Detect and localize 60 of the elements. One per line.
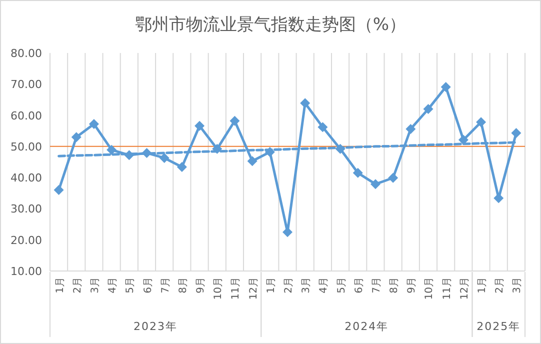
point [71,132,82,142]
text: 2025年 [476,320,521,333]
x-tick-label: 5月 [336,277,348,294]
point [194,120,205,131]
x-tick-label: 3月 [90,277,101,294]
x-tick-label: 6月 [354,277,365,294]
y-tick-label: 60.00 [10,109,42,122]
text: 2024年 [344,320,389,333]
x-tick-label: 7月 [160,277,172,294]
x-tick-label: 8月 [178,277,189,294]
point [247,156,258,166]
x-tick-label: 11月 [230,277,242,300]
x-tick-label: 11月 [442,277,453,300]
x-tick-label: 5月 [125,277,136,294]
x-tick-label: 12月 [459,277,470,300]
y-tick-label: 70.00 [10,78,42,92]
point [176,162,187,172]
point [440,82,451,92]
point [476,117,486,128]
point [54,185,64,196]
point [352,168,363,178]
point [318,122,328,132]
point [511,128,522,138]
y-tick-label: 50.00 [10,140,42,154]
x-tick-label: 4月 [318,277,330,294]
x-tick-label: 10月 [213,277,224,300]
x-tick-label: 4月 [108,277,119,294]
point [230,116,240,126]
x-tick-label: 3月 [301,277,312,294]
y-tick-label: 30.00 [10,202,42,216]
point [370,179,380,190]
y-tick-label: 80.00 [10,47,42,60]
point [388,172,398,183]
point [423,104,434,114]
x-tick-label: 10月 [424,277,436,300]
x-tick-label: 8月 [389,277,400,294]
point [458,134,468,145]
x-tick-label: 6月 [142,277,154,294]
x-tick-label: 1月 [477,277,488,294]
x-tick-label: 9月 [196,277,207,294]
x-tick-label: 2月 [72,277,84,294]
x-tick-label: 1月 [54,277,66,294]
y-tick-label: 20.00 [10,234,42,247]
point [300,98,310,108]
x-tick-label: 2月 [494,277,506,294]
x-tick-label: 12月 [248,277,260,300]
point [406,124,416,134]
point [88,119,99,130]
point [282,227,292,238]
point [106,144,117,155]
x-tick-label: 9月 [406,277,418,294]
y-tick-label: 40.00 [10,172,42,185]
point [159,152,170,163]
x-tick-label: 2月 [284,277,294,294]
x-tick-label: 7月 [371,277,382,294]
x-tick-label: 3月 [512,277,524,294]
text: 2023年 [134,320,178,333]
y-tick-label: 10.00 [10,265,42,278]
chart-title: 鄂州市物流业景气指数走势图（%） [134,15,406,35]
x-tick-label: 1月 [266,277,277,294]
